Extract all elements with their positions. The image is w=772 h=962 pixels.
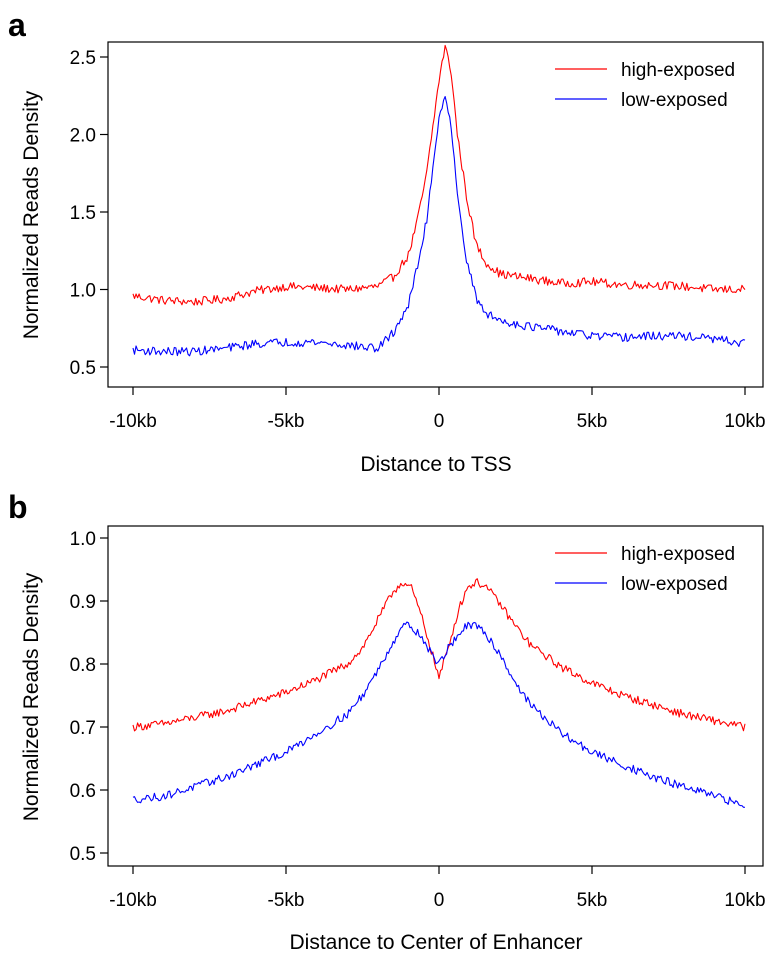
panel-a-legend: high-exposed low-exposed bbox=[555, 60, 735, 111]
panel-a-x-tick-label: -5kb bbox=[268, 411, 305, 432]
panel-a-letter: a bbox=[8, 7, 26, 43]
panel-b-legend-label-low-exposed: low-exposed bbox=[621, 574, 728, 595]
panel-a-y-tick-label: 2.5 bbox=[70, 48, 96, 69]
panel-b-x-tick-label: 0 bbox=[434, 890, 445, 911]
panel-b-x-tick-label: 10kb bbox=[724, 890, 765, 911]
panel-b-x-axis-title: Distance to Center of Enhancer bbox=[290, 931, 583, 954]
panel-a-y-tick-label: 2.0 bbox=[70, 126, 96, 147]
panel-b-series-group bbox=[132, 578, 746, 808]
panel-b-x-tick-label: 5kb bbox=[577, 890, 608, 911]
panel-a-series-low-exposed bbox=[132, 96, 746, 357]
panel-b-series-low-exposed bbox=[132, 621, 746, 808]
panel-b-x-tick-label: -10kb bbox=[109, 890, 157, 911]
panel-a-x-axis: -10kb -5kb 0 5kb 10kb bbox=[109, 387, 766, 432]
panel-a-legend-label-low-exposed: low-exposed bbox=[621, 90, 728, 111]
panel-b-y-tick-label: 0.9 bbox=[70, 592, 96, 613]
panel-a-y-tick-label: 0.5 bbox=[70, 358, 96, 379]
panel-b-y-axis: 0.5 0.6 0.7 0.8 0.9 1.0 bbox=[70, 529, 108, 865]
panel-b-legend-label-high-exposed: high-exposed bbox=[621, 544, 735, 565]
panel-b-y-axis-title: Normalized Reads Density bbox=[20, 572, 43, 821]
panel-b-y-tick-label: 0.8 bbox=[70, 655, 96, 676]
panel-a-y-tick-label: 1.0 bbox=[70, 281, 96, 302]
panel-b-x-tick-label: -5kb bbox=[268, 890, 305, 911]
panel-a-y-axis-title: Normalized Reads Density bbox=[20, 90, 43, 339]
panel-a-x-axis-title: Distance to TSS bbox=[360, 453, 511, 476]
panel-a-y-tick-label: 1.5 bbox=[70, 203, 96, 224]
panel-b-plot-frame bbox=[107, 525, 764, 867]
panel-a-x-tick-label: -10kb bbox=[109, 411, 157, 432]
panel-b-y-tick-label: 0.6 bbox=[70, 781, 96, 802]
panel-b-series-high-exposed bbox=[132, 578, 746, 732]
panel-b-legend: high-exposed low-exposed bbox=[555, 544, 735, 595]
panel-a-series-group bbox=[132, 44, 746, 357]
panel-a-plot-frame bbox=[107, 41, 764, 388]
panel-a-x-tick-label: 10kb bbox=[724, 411, 765, 432]
panel-b-y-tick-label: 0.7 bbox=[70, 718, 96, 739]
panel-b-x-axis: -10kb -5kb 0 5kb 10kb bbox=[109, 866, 766, 911]
panel-a-legend-label-high-exposed: high-exposed bbox=[621, 60, 735, 81]
panel-a-x-tick-label: 0 bbox=[434, 411, 445, 432]
panel-b-y-tick-label: 1.0 bbox=[70, 529, 96, 550]
panel-b-y-tick-label: 0.5 bbox=[70, 844, 96, 865]
panel-b-letter: b bbox=[8, 489, 28, 525]
panel-a: a 0.5 1.0 1.5 2.0 2.5 -10kb -5kb 0 5kb 10kb high… bbox=[8, 7, 766, 476]
panel-a-series-high-exposed bbox=[132, 44, 746, 306]
panel-a-y-axis: 0.5 1.0 1.5 2.0 2.5 bbox=[70, 48, 108, 379]
panel-b: b 0.5 0.6 0.7 0.8 0.9 1.0 -10kb -5kb 0 5kb 10kb h… bbox=[8, 489, 766, 954]
panel-a-x-tick-label: 5kb bbox=[577, 411, 608, 432]
